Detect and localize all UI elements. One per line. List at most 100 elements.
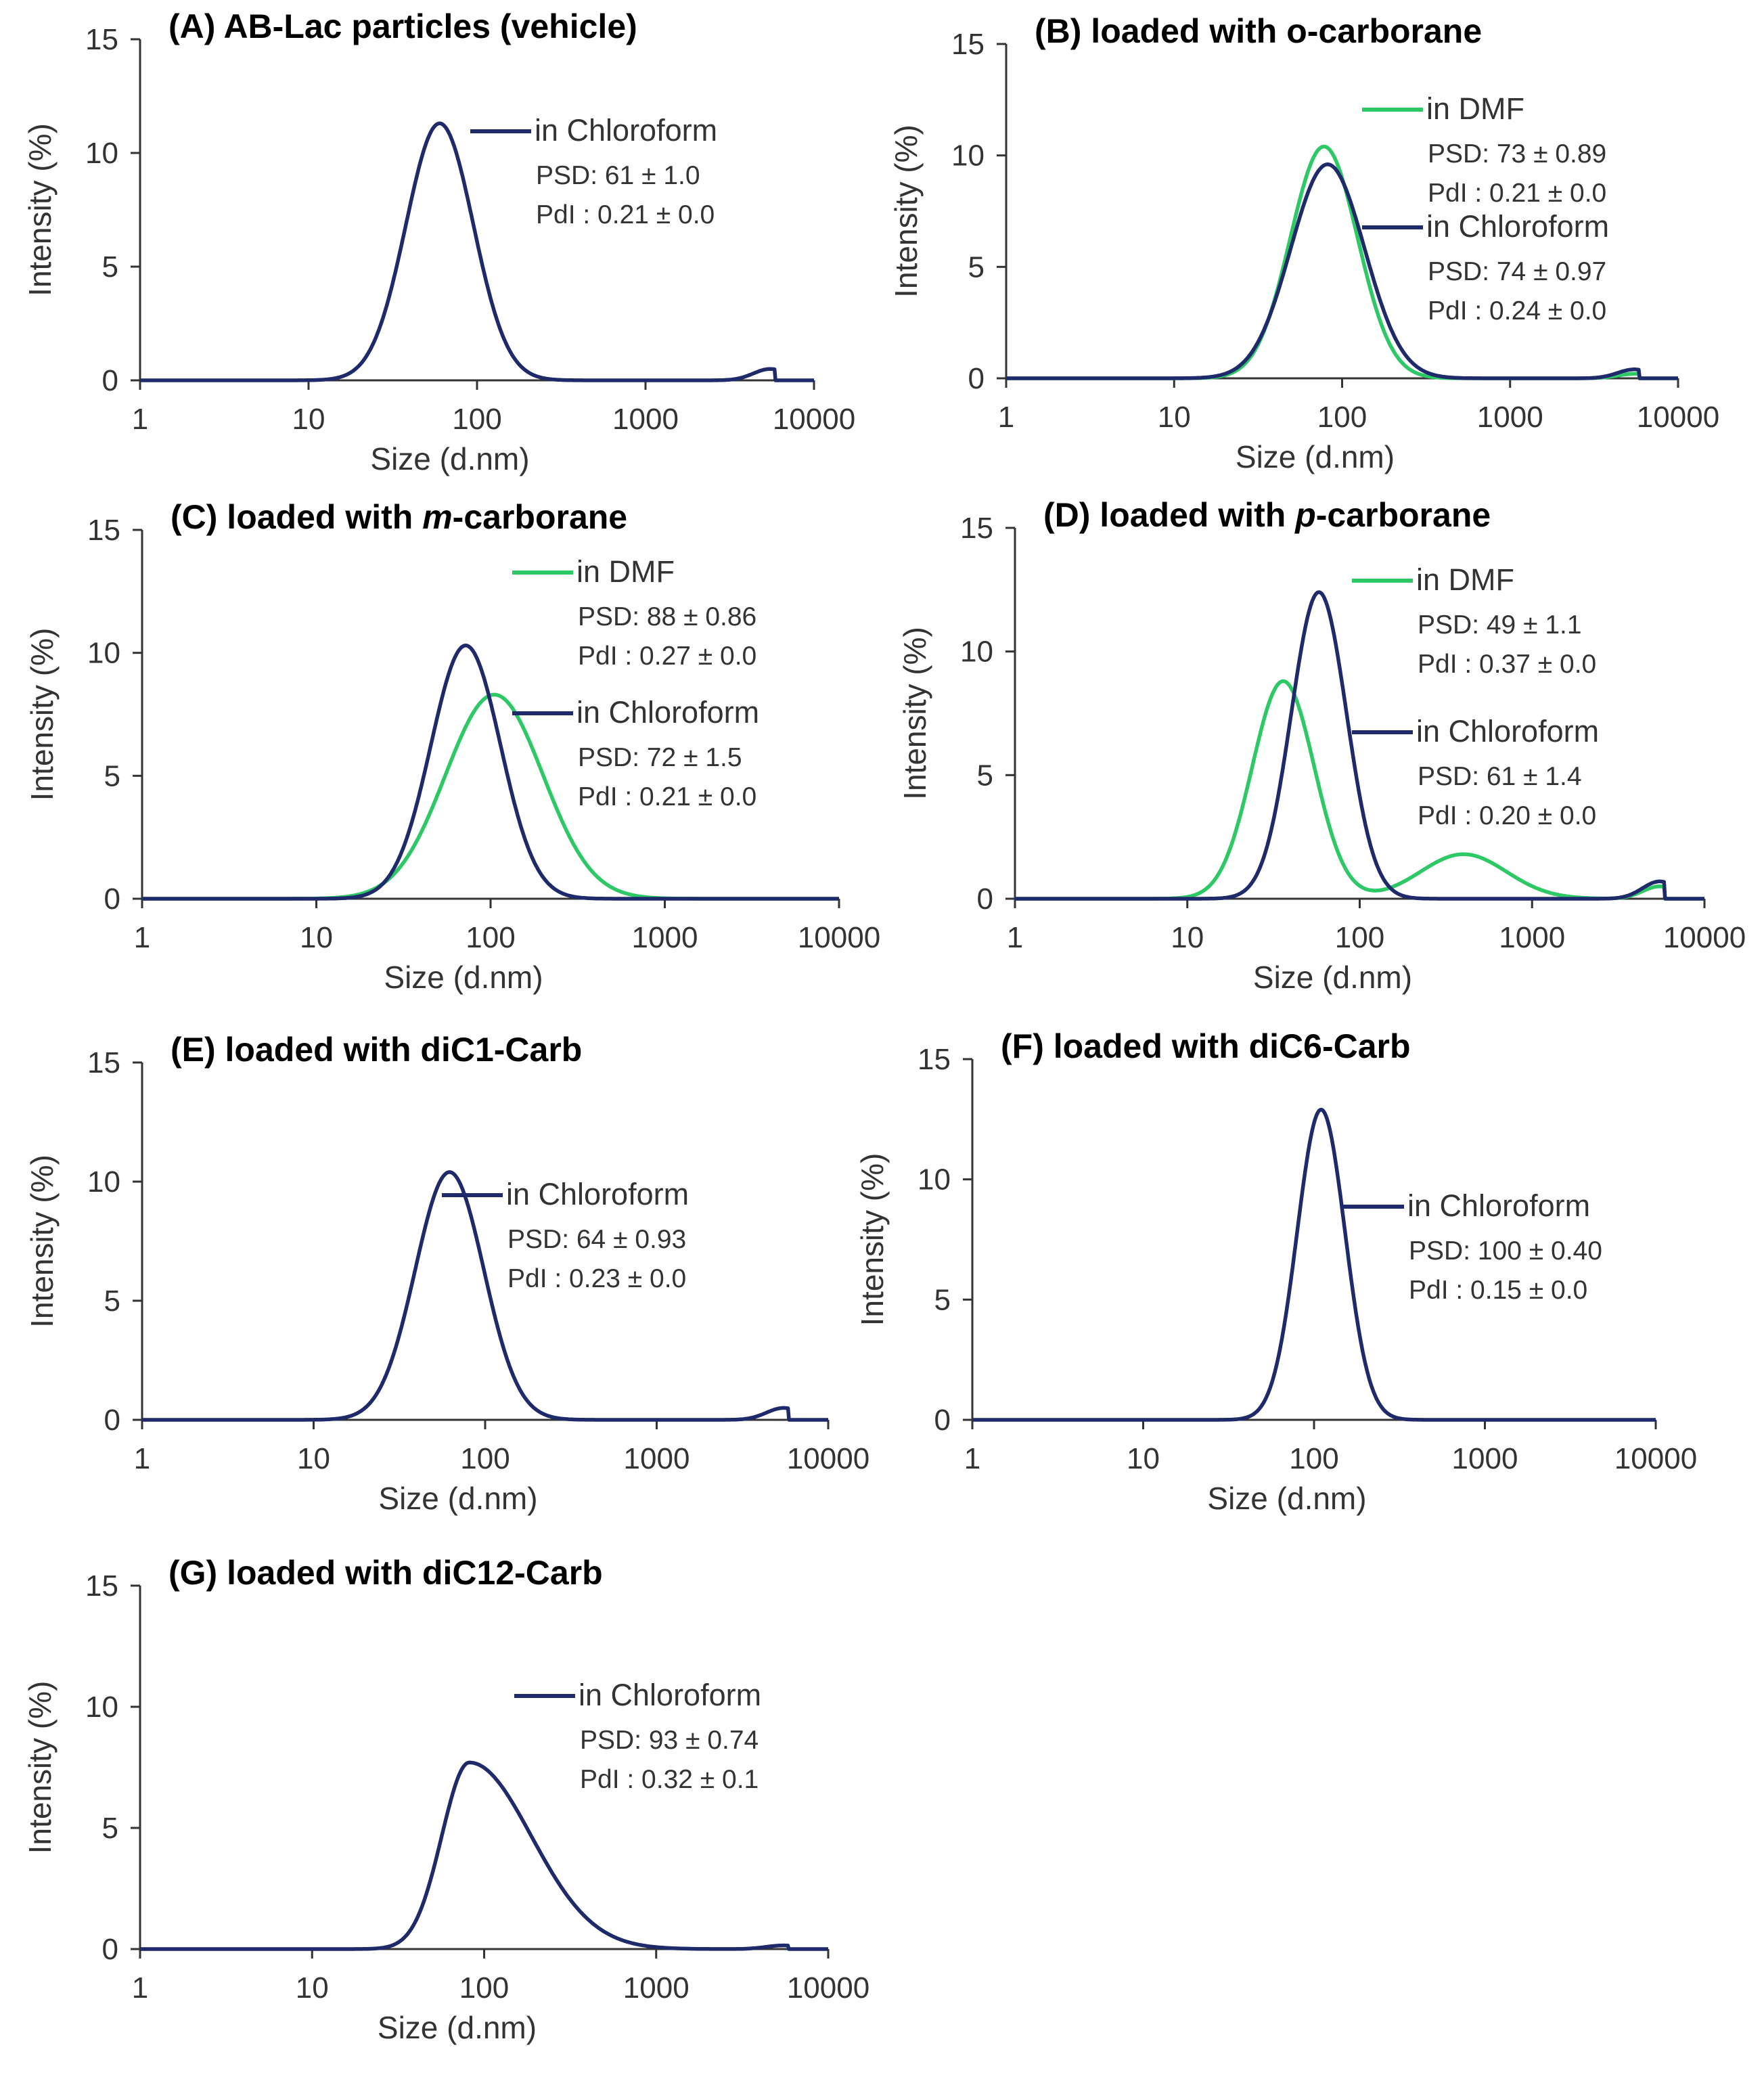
y-tick-label: 0 xyxy=(934,1404,951,1437)
panel-a-x-label: Size (d.nm) xyxy=(370,441,529,476)
panel-e-y-label: Intensity (%) xyxy=(24,1155,60,1328)
panel-f-x-label: Size (d.nm) xyxy=(1207,1481,1366,1516)
y-tick-label: 15 xyxy=(85,23,118,56)
panel-a-title: (A) AB-Lac particles (vehicle) xyxy=(168,7,637,45)
psd-label: PSD: 88 ± 0.86 xyxy=(578,602,756,631)
legend-label: in Chloroform xyxy=(579,1678,761,1712)
psd-label: PSD: 49 ± 1.1 xyxy=(1418,610,1582,640)
y-tick-label: 15 xyxy=(87,514,120,547)
y-tick-label: 0 xyxy=(968,362,985,395)
y-tick-label: 15 xyxy=(951,28,985,61)
x-tick-label: 1 xyxy=(132,1971,148,2005)
pdi-label: PdI : 0.21 ± 0.0 xyxy=(1428,179,1606,208)
y-tick-label: 15 xyxy=(960,512,993,545)
x-tick-label: 1 xyxy=(964,1442,980,1475)
legend-label: in Chloroform xyxy=(576,695,759,730)
pdi-label: PdI : 0.15 ± 0.0 xyxy=(1409,1276,1587,1305)
y-tick-label: 5 xyxy=(934,1283,951,1316)
panel-e: (E) loaded with diC1-Carb 0 5 10 15 1 10 100 100… xyxy=(24,1031,869,1516)
panel-f-y-label: Intensity (%) xyxy=(855,1153,890,1326)
panel-d: (D) loaded with p-carborane 0 5 10 15 1 10 100 1… xyxy=(897,496,1746,995)
panel-g: (G) loaded with diC12-Carb 0 5 10 15 1 10 100 10… xyxy=(22,1554,869,2045)
psd-label: PSD: 100 ± 0.40 xyxy=(1409,1236,1602,1266)
x-tick-label: 10 xyxy=(1171,921,1204,954)
y-tick-label: 0 xyxy=(102,1933,118,1966)
x-tick-label: 1000 xyxy=(623,1971,689,2005)
y-tick-label: 5 xyxy=(104,759,120,792)
panel-f-title: (F) loaded with diC6-Carb xyxy=(1001,1027,1411,1065)
x-tick-label: 100 xyxy=(1317,401,1367,434)
x-tick-label: 100 xyxy=(459,1971,509,2005)
panel-a-y-label: Intensity (%) xyxy=(22,123,58,296)
legend-label: in Chloroform xyxy=(1407,1188,1590,1223)
x-tick-label: 1 xyxy=(998,401,1014,434)
psd-label: PSD: 61 ± 1.0 xyxy=(536,161,700,190)
x-tick-label: 1 xyxy=(134,921,150,954)
x-tick-label: 10 xyxy=(1158,401,1191,434)
panel-g-series-chloroform-line xyxy=(139,1760,830,1951)
legend-label: in Chloroform xyxy=(1416,714,1599,748)
x-tick-label: 10 xyxy=(1127,1442,1160,1475)
x-tick-label: 1000 xyxy=(1477,401,1543,434)
pdi-label: PdI : 0.20 ± 0.0 xyxy=(1418,801,1596,830)
x-tick-label: 10 xyxy=(297,1442,330,1475)
panel-d-y-label: Intensity (%) xyxy=(897,627,932,800)
legend-label: in DMF xyxy=(576,554,675,589)
psd-label: PSD: 93 ± 0.74 xyxy=(580,1726,759,1755)
x-tick-label: 100 xyxy=(1335,921,1384,954)
pdi-label: PdI : 0.21 ± 0.0 xyxy=(536,200,715,229)
panel-c-series-chloroform-line xyxy=(141,644,840,901)
x-tick-label: 100 xyxy=(452,403,501,436)
panel-f-series-chloroform-line xyxy=(971,1107,1657,1422)
panel-g-y-label: Intensity (%) xyxy=(22,1681,58,1854)
x-tick-label: 1000 xyxy=(624,1442,690,1475)
pdi-label: PdI : 0.37 ± 0.0 xyxy=(1418,650,1596,679)
x-tick-label: 10000 xyxy=(787,1971,869,2005)
psd-label: PSD: 72 ± 1.5 xyxy=(578,743,742,772)
x-tick-label: 10000 xyxy=(798,921,880,954)
x-tick-label: 100 xyxy=(460,1442,510,1475)
legend-label: in Chloroform xyxy=(535,113,717,148)
panel-d-series-chloroform-line xyxy=(1014,590,1706,901)
x-tick-label: 100 xyxy=(466,921,515,954)
panel-d-x-label: Size (d.nm) xyxy=(1253,960,1412,995)
x-tick-label: 10000 xyxy=(1637,401,1719,434)
pdi-label: PdI : 0.27 ± 0.0 xyxy=(578,642,756,671)
x-tick-label: 1000 xyxy=(1499,921,1565,954)
panel-g-x-label: Size (d.nm) xyxy=(378,2010,537,2045)
y-tick-label: 0 xyxy=(104,882,120,916)
panel-e-x-label: Size (d.nm) xyxy=(378,1481,537,1516)
y-tick-label: 0 xyxy=(102,364,118,397)
y-tick-label: 10 xyxy=(87,637,120,670)
panel-b-title: (B) loaded with o-carborane xyxy=(1035,12,1482,50)
legend-label: in DMF xyxy=(1426,91,1524,126)
y-tick-label: 10 xyxy=(87,1165,120,1199)
x-tick-label: 10000 xyxy=(773,403,855,436)
x-tick-label: 10000 xyxy=(1614,1442,1697,1475)
x-tick-label: 1000 xyxy=(632,921,698,954)
pdi-label: PdI : 0.23 ± 0.0 xyxy=(507,1264,686,1293)
y-tick-label: 15 xyxy=(918,1043,951,1076)
psd-label: PSD: 74 ± 0.97 xyxy=(1428,257,1606,286)
y-tick-label: 15 xyxy=(87,1046,120,1079)
legend-label: in DMF xyxy=(1416,562,1514,597)
y-tick-label: 10 xyxy=(85,1691,118,1724)
y-tick-label: 10 xyxy=(960,635,993,669)
pdi-label: PdI : 0.24 ± 0.0 xyxy=(1428,296,1606,326)
panel-b: (B) loaded with o-carborane 0 5 10 15 1 10 100 1… xyxy=(888,12,1719,474)
y-tick-label: 10 xyxy=(951,139,985,173)
x-tick-label: 1000 xyxy=(1452,1442,1518,1475)
psd-label: PSD: 61 ± 1.4 xyxy=(1418,762,1582,791)
x-tick-label: 10 xyxy=(300,921,333,954)
panel-c-y-label: Intensity (%) xyxy=(24,628,60,801)
y-tick-label: 0 xyxy=(104,1404,120,1437)
x-tick-label: 10000 xyxy=(1663,921,1746,954)
y-tick-label: 5 xyxy=(104,1284,120,1318)
y-tick-label: 5 xyxy=(102,250,118,284)
x-tick-label: 1 xyxy=(1007,921,1023,954)
pdi-label: PdI : 0.21 ± 0.0 xyxy=(578,782,756,811)
psd-label: PSD: 64 ± 0.93 xyxy=(507,1225,686,1254)
panel-a: (A) AB-Lac particles (vehicle) 0 5 10 15 1 10 1… xyxy=(22,7,855,476)
panel-c-title: (C) loaded with m-carborane xyxy=(171,498,627,536)
